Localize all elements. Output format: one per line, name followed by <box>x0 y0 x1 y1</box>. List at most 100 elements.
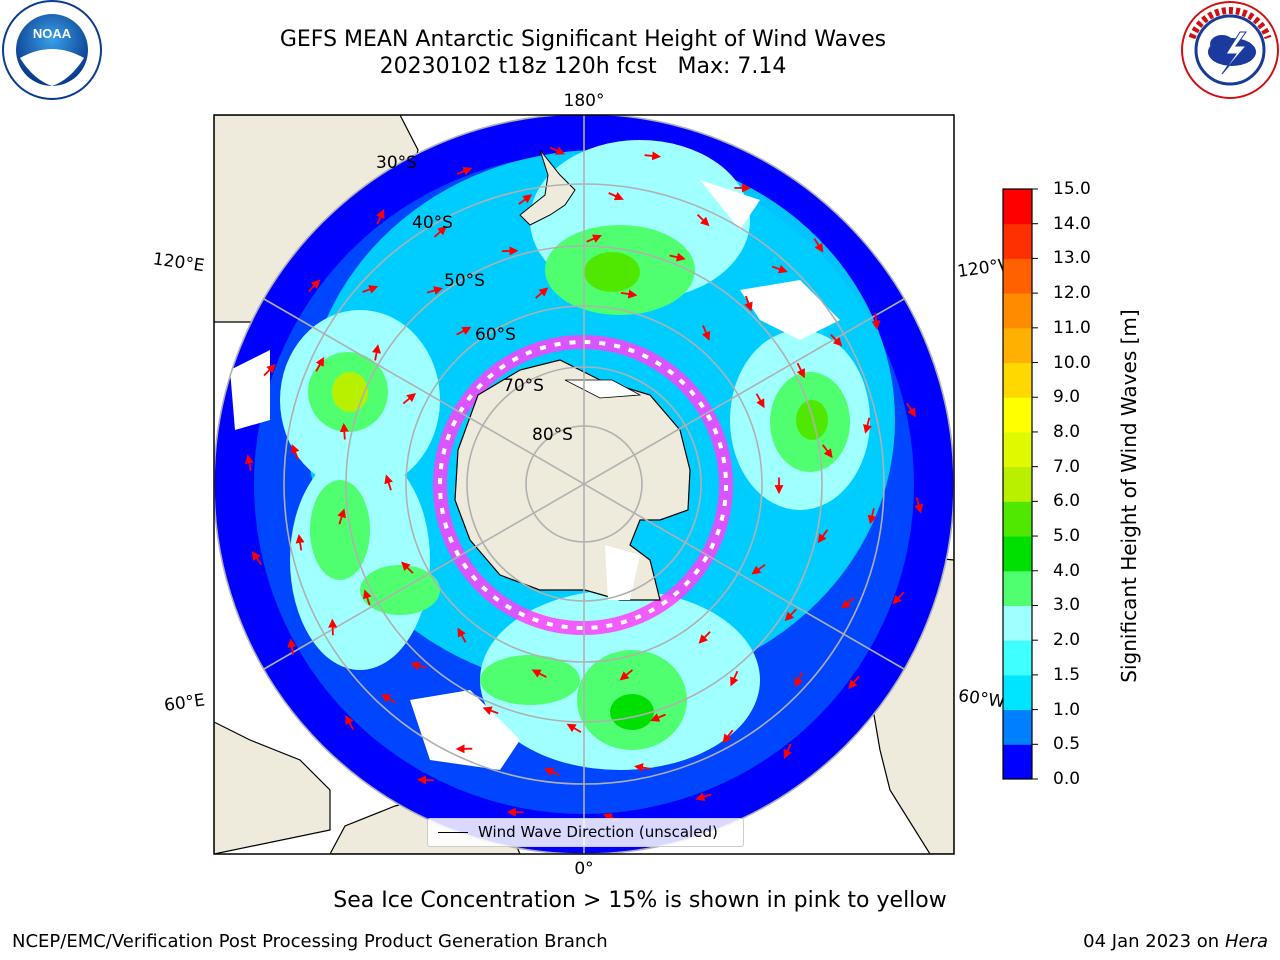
wave-direction-arrow <box>841 597 855 609</box>
lon-label-0: 0° <box>574 859 593 879</box>
wave-direction-arrow <box>783 743 792 759</box>
wave-direction-arrow <box>456 326 472 336</box>
wave-direction-arrow <box>620 289 638 299</box>
wave-direction-arrow <box>722 729 734 744</box>
lat-label-50s: 50°S <box>444 271 485 291</box>
nws-logo <box>1181 1 1279 99</box>
colorbar-tick-label: 12.0 <box>1053 283 1091 304</box>
wave-direction-arrow <box>376 209 385 225</box>
lon-label-60e: 60°E <box>163 690 206 715</box>
wave-direction-arrow <box>535 287 549 299</box>
wave-direction-arrow <box>669 252 686 262</box>
colorbar-tick-label: 4.0 <box>1053 560 1081 581</box>
colorbar-tick-label: 14.0 <box>1053 213 1091 234</box>
wave-direction-arrow <box>755 393 765 409</box>
colorbar-segment <box>1003 605 1032 641</box>
footer-credit: NCEP/EMC/Verification Post Processing Pr… <box>12 931 608 952</box>
colorbar-tick-label: 10.0 <box>1053 352 1091 373</box>
footer-date-text: 04 Jan 2023 on <box>1083 931 1220 952</box>
footer-date: 04 Jan 2023 on Hera <box>1083 931 1268 952</box>
wave-direction-arrow <box>892 591 905 605</box>
map-legend: Wind Wave Direction (unscaled) <box>427 818 744 847</box>
wave-direction-arrow <box>263 363 276 377</box>
wave-direction-arrow <box>518 194 533 205</box>
wave-direction-arrow <box>362 285 379 294</box>
noaa-logo-text: NOAA <box>33 26 72 41</box>
wave-direction-arrow <box>822 444 833 459</box>
wave-direction-arrow <box>771 264 788 274</box>
wave-direction-arrow <box>410 661 427 671</box>
legend-label: Wind Wave Direction (unscaled) <box>478 823 718 841</box>
wave-direction-arrow <box>291 444 300 460</box>
wave-direction-arrow <box>633 763 651 773</box>
colorbar-tick-label: 1.5 <box>1053 664 1081 685</box>
graticule <box>214 115 954 854</box>
map-panel: 30°S 40°S 50°S 60°S 70°S 80°S <box>213 114 955 855</box>
lat-label-30s: 30°S <box>376 153 417 173</box>
wave-direction-arrow <box>794 672 804 688</box>
wave-direction-arrow <box>384 474 393 491</box>
colorbar-tick-label: 0.5 <box>1053 734 1081 755</box>
wave-direction-arrow <box>381 693 396 704</box>
wave-direction-arrow <box>402 392 417 405</box>
chart-title: GEFS MEAN Antarctic Significant Height o… <box>279 27 887 52</box>
footer-machine: Hera <box>1224 931 1268 952</box>
colorbar-outline <box>1002 188 1033 780</box>
colorbar-segment <box>1003 501 1032 537</box>
colorbar-segment <box>1003 397 1032 433</box>
wave-direction-arrow <box>372 344 381 361</box>
wave-direction-arrow <box>730 670 739 687</box>
wave-direction-arrow <box>848 675 860 690</box>
colorbar-segment <box>1003 466 1032 502</box>
wave-direction-arrow <box>566 723 582 733</box>
colorbar-tick-label: 7.0 <box>1053 456 1081 477</box>
wave-direction-arrow <box>457 627 467 643</box>
legend-line-swatch <box>438 832 468 833</box>
wave-direction-arrow <box>337 508 346 525</box>
colorbar-segment <box>1003 431 1032 468</box>
wave-direction-arrow <box>744 295 753 312</box>
colorbar-segment <box>1003 258 1032 294</box>
wave-direction-arrow <box>906 402 916 418</box>
wave-direction-arrow <box>401 561 414 574</box>
wave-direction-arrow <box>863 417 872 434</box>
wave-direction-arrow <box>696 214 710 227</box>
colorbar-tick-label: 2.0 <box>1053 630 1081 651</box>
wave-direction-arrow <box>531 669 547 678</box>
colorbar-segment <box>1003 362 1032 398</box>
colorbar-segment <box>1003 709 1032 745</box>
colorbar-segment <box>1003 327 1032 364</box>
wave-direction-arrow <box>456 167 473 176</box>
sea-ice-note: Sea Ice Concentration > 15% is shown in … <box>333 888 947 913</box>
wave-direction-arrow <box>345 714 355 730</box>
colorbar-tick-label: 13.0 <box>1053 248 1091 269</box>
colorbar-tick-label: 0.0 <box>1053 769 1081 789</box>
colorbar-segment <box>1003 189 1032 225</box>
wave-direction-arrow <box>796 362 805 379</box>
colorbar-segment <box>1003 223 1032 259</box>
colorbar-segment <box>1003 744 1032 780</box>
wave-direction-arrow <box>867 508 877 525</box>
wave-direction-arrow <box>362 589 372 606</box>
wave-direction-arrow <box>751 564 766 575</box>
wave-direction-arrow <box>549 146 566 155</box>
colorbar-segment <box>1003 293 1032 329</box>
colorbar-segment <box>1003 536 1032 572</box>
lon-label-120e: 120°E <box>152 249 206 276</box>
colorbar-tick-label: 1.0 <box>1053 699 1081 720</box>
wave-direction-arrow <box>315 356 325 372</box>
wave-direction-arrow <box>608 191 624 201</box>
lon-label-60w: 60°W <box>957 686 1006 712</box>
colorbar-tick-label: 15.0 <box>1053 179 1091 199</box>
wave-direction-arrow <box>426 286 443 295</box>
colorbar-tick-label: 9.0 <box>1053 387 1081 408</box>
colorbar-tick-label: 8.0 <box>1053 421 1081 442</box>
wave-direction-arrow <box>586 234 602 243</box>
wave-direction-arrow <box>482 706 499 715</box>
lon-label-180: 180° <box>564 91 605 111</box>
wave-direction-arrow <box>817 529 829 544</box>
wave-direction-arrow <box>914 497 924 514</box>
wave-direction-arrow <box>433 226 447 238</box>
wave-direction-arrow <box>650 713 666 722</box>
